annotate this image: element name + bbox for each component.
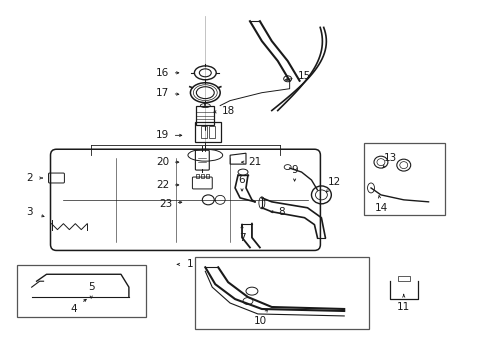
Text: 4: 4 bbox=[70, 304, 77, 314]
Bar bbox=[205, 174, 208, 178]
Text: 1: 1 bbox=[187, 259, 193, 269]
Bar bbox=[201, 174, 203, 178]
Text: 2: 2 bbox=[26, 173, 33, 183]
Text: 10: 10 bbox=[253, 316, 266, 326]
Bar bbox=[195, 257, 368, 329]
Text: 21: 21 bbox=[248, 157, 261, 167]
Text: 20: 20 bbox=[156, 157, 169, 167]
Text: 8: 8 bbox=[278, 207, 285, 217]
Text: 17: 17 bbox=[156, 88, 169, 98]
Text: 14: 14 bbox=[373, 203, 387, 213]
Bar bbox=[364, 143, 445, 215]
Bar bbox=[397, 276, 409, 281]
Text: 19: 19 bbox=[156, 130, 169, 140]
Text: 16: 16 bbox=[156, 68, 169, 78]
Bar bbox=[195, 122, 221, 142]
Bar bbox=[201, 126, 207, 138]
Text: 22: 22 bbox=[156, 180, 169, 190]
Text: 9: 9 bbox=[291, 165, 297, 175]
Text: 12: 12 bbox=[327, 177, 340, 187]
Text: 23: 23 bbox=[159, 199, 172, 209]
Text: 15: 15 bbox=[297, 71, 310, 81]
Text: 18: 18 bbox=[221, 105, 234, 116]
Text: 6: 6 bbox=[238, 175, 245, 185]
Text: 11: 11 bbox=[396, 302, 409, 312]
Text: 13: 13 bbox=[384, 153, 397, 163]
Text: 7: 7 bbox=[238, 233, 245, 243]
Bar bbox=[17, 265, 145, 317]
Bar bbox=[196, 174, 199, 178]
Bar bbox=[209, 126, 215, 138]
Text: 3: 3 bbox=[26, 207, 33, 217]
Text: 5: 5 bbox=[88, 282, 94, 292]
